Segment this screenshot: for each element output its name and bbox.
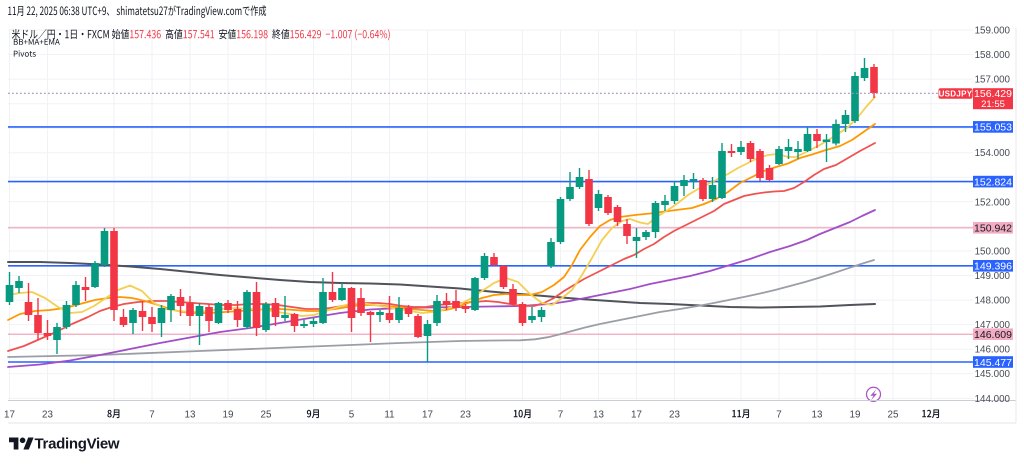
svg-text:149.396: 149.396 (974, 261, 1012, 273)
svg-text:17: 17 (631, 410, 642, 421)
svg-text:23: 23 (669, 410, 680, 421)
svg-text:USDJPY: USDJPY (939, 89, 973, 98)
svg-text:156.429: 156.429 (974, 88, 1012, 100)
svg-text:11: 11 (384, 410, 394, 421)
svg-text:158.000: 158.000 (975, 50, 1011, 61)
svg-text:19: 19 (850, 410, 861, 421)
svg-text:150.942: 150.942 (974, 223, 1012, 235)
svg-text:147.000: 147.000 (975, 320, 1011, 331)
svg-text:152.824: 152.824 (974, 176, 1012, 188)
svg-text:17: 17 (422, 410, 433, 421)
svg-text:5: 5 (349, 410, 355, 421)
svg-text:21:55: 21:55 (981, 99, 1005, 110)
svg-text:7: 7 (558, 410, 563, 421)
svg-text:19: 19 (223, 410, 234, 421)
svg-text:146.000: 146.000 (975, 345, 1011, 356)
svg-text:13: 13 (812, 410, 823, 421)
svg-text:148.000: 148.000 (975, 296, 1011, 307)
svg-text:145.477: 145.477 (974, 357, 1012, 369)
svg-text:17: 17 (4, 410, 15, 421)
svg-text:159.000: 159.000 (975, 26, 1011, 37)
svg-text:154.000: 154.000 (975, 148, 1011, 159)
svg-text:25: 25 (261, 410, 272, 421)
svg-text:152.000: 152.000 (975, 197, 1011, 208)
svg-text:25: 25 (888, 410, 899, 421)
svg-text:7: 7 (149, 410, 154, 421)
svg-text:150.000: 150.000 (975, 247, 1011, 258)
svg-text:146.609: 146.609 (974, 329, 1012, 341)
svg-text:TradingView: TradingView (35, 436, 120, 453)
svg-text:149.000: 149.000 (975, 271, 1011, 282)
svg-text:155.053: 155.053 (974, 122, 1012, 134)
svg-text:145.000: 145.000 (975, 369, 1011, 380)
svg-text:23: 23 (460, 410, 471, 421)
svg-text:23: 23 (42, 410, 53, 421)
svg-text:13: 13 (185, 410, 196, 421)
svg-text:157.000: 157.000 (975, 75, 1011, 86)
svg-text:13: 13 (593, 410, 604, 421)
svg-text:7: 7 (776, 410, 781, 421)
svg-text:144.000: 144.000 (975, 394, 1011, 405)
